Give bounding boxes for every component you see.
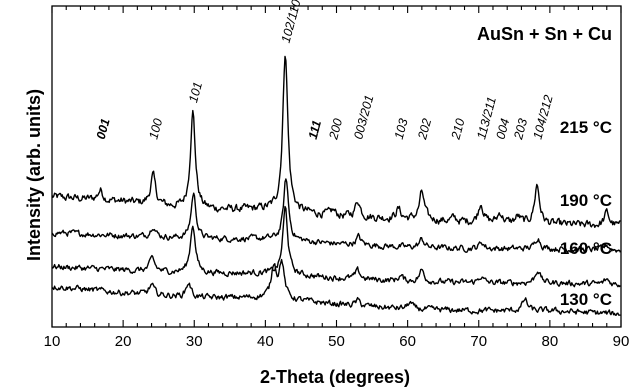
series-trace-1 (51, 178, 622, 253)
peak-label: 210 (448, 117, 467, 142)
series-traces (51, 55, 622, 316)
x-tick-label: 20 (115, 333, 132, 350)
peak-label: 104/212 (530, 93, 555, 140)
series-trace-2 (51, 205, 621, 288)
peak-label: 004 (493, 117, 512, 141)
peak-label: 103 (392, 117, 411, 141)
y-axis-title: Intensity (arb. units) (24, 89, 44, 261)
x-tick-label: 80 (542, 333, 559, 350)
x-axis: 10 20 30 40 50 60 70 80 90 (44, 6, 629, 350)
peak-label: 203 (511, 117, 530, 142)
series-label: 190 °C (560, 191, 612, 210)
series-trace-3 (51, 258, 621, 316)
peak-label: 200 (326, 117, 345, 142)
chart-title: AuSn + Sn + Cu (477, 24, 612, 44)
x-tick-label: 50 (328, 333, 345, 350)
x-tick-label: 90 (613, 333, 629, 350)
series-trace-0 (51, 55, 621, 228)
peak-label: 100 (146, 117, 165, 141)
series-label: 160 °C (560, 239, 612, 258)
series-labels: 215 °C 190 °C 160 °C 130 °C (560, 118, 612, 309)
peak-label: 202 (415, 117, 434, 142)
peak-label: 003/201 (351, 94, 376, 141)
peak-label: 001 (94, 117, 113, 141)
x-tick-label: 10 (44, 333, 61, 350)
x-tick-label: 60 (399, 333, 416, 350)
series-label: 130 °C (560, 290, 612, 309)
series-label: 215 °C (560, 118, 612, 137)
x-tick-label: 40 (257, 333, 274, 350)
x-tick-label: 70 (470, 333, 487, 350)
peak-label: 102/110 (279, 0, 304, 44)
peak-label: 111 (306, 119, 324, 141)
x-tick-label: 30 (186, 333, 203, 350)
peak-label: 101 (186, 80, 205, 104)
x-axis-title: 2-Theta (degrees) (260, 367, 410, 387)
